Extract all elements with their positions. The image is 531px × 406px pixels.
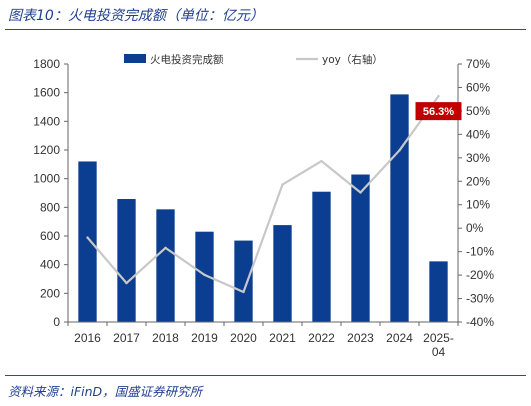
yoy-point: [242, 290, 245, 294]
left-tick-label: 800: [40, 200, 60, 214]
bar: [312, 191, 331, 322]
right-axis: -40% -30% -20% -10% 0% 10% 20% 30% 40% 50% 60% 70%: [457, 57, 494, 329]
legend-line-label: yoy（右轴）: [322, 53, 383, 66]
yoy-point: [86, 236, 89, 239]
source-rule: [5, 375, 526, 376]
title-rule: [5, 29, 526, 30]
left-axis: 0 200 400 600 800 1000 1200 1400 1600 1800: [33, 57, 69, 329]
right-tick-label: 0%: [466, 221, 484, 235]
bar: [234, 240, 253, 322]
x-tick-label: 2022: [308, 331, 335, 345]
left-tick-label: 0: [53, 315, 60, 329]
yoy-point: [281, 183, 284, 186]
yoy-line: [86, 95, 440, 294]
bar: [429, 261, 448, 322]
x-tick-label: 2024: [386, 331, 413, 345]
right-tick-label: 20%: [466, 174, 490, 188]
yoy-point: [359, 191, 362, 194]
legend-bar-swatch: [124, 54, 146, 63]
callout-box: [415, 102, 462, 121]
left-tick-label: 200: [40, 286, 60, 300]
right-tick-label: 50%: [466, 104, 490, 118]
x-tick-label: 2021: [269, 331, 296, 345]
right-tick-label: -30%: [466, 292, 494, 306]
right-tick-label: 40%: [466, 127, 490, 141]
bar: [273, 225, 292, 322]
x-tick-label: 2019: [191, 331, 218, 345]
right-tick-label: 30%: [466, 151, 490, 165]
left-tick-label: 1600: [33, 86, 60, 100]
yoy-line-series: [86, 94, 440, 294]
x-tick-label: 2025-: [423, 331, 454, 345]
bar-series: [78, 94, 448, 323]
bar: [156, 209, 175, 322]
bar: [195, 231, 214, 322]
yoy-point: [125, 281, 128, 285]
callout-label: 56.3%: [423, 106, 454, 118]
x-tick-label: 2016: [74, 331, 101, 345]
yoy-point: [164, 246, 167, 250]
source-note: 资料来源：iFinD，国盛证券研究所: [8, 384, 203, 399]
yoy-point: [437, 94, 440, 98]
right-tick-label: 60%: [466, 80, 490, 94]
x-axis: 2016 2017 2018 2019 2020 2021 2022 2023 2024 2025…: [67, 321, 459, 359]
left-tick-label: 1400: [33, 114, 60, 128]
bar: [117, 199, 136, 322]
legend-bar-label: 火电投资完成额: [150, 53, 224, 66]
yoy-callout: 56.3%: [415, 102, 462, 121]
left-tick-label: 600: [40, 229, 60, 243]
x-tick-label: 2017: [113, 331, 140, 345]
x-tick-label: 2023: [347, 331, 374, 345]
bar: [351, 174, 370, 322]
x-tick-label: 2018: [152, 331, 179, 345]
left-tick-label: 400: [40, 258, 60, 272]
bar: [78, 161, 97, 322]
yoy-point: [398, 149, 401, 152]
legend: 火电投资完成额 yoy（右轴）: [124, 53, 383, 66]
x-tick-label-line2: 04: [432, 345, 446, 359]
figure-title: 图表10：火电投资完成额（单位：亿元）: [8, 8, 264, 24]
right-tick-label: -10%: [466, 245, 494, 259]
right-tick-label: 10%: [466, 198, 490, 212]
right-tick-label: 70%: [466, 57, 490, 71]
left-tick-label: 1800: [33, 57, 60, 71]
right-tick-label: -40%: [466, 315, 494, 329]
yoy-point: [320, 159, 323, 163]
x-tick-label: 2020: [230, 331, 257, 345]
right-tick-label: -20%: [466, 268, 494, 282]
left-tick-label: 1000: [33, 172, 60, 186]
left-tick-label: 1200: [33, 143, 60, 157]
yoy-point: [203, 273, 206, 277]
bar: [390, 94, 409, 323]
